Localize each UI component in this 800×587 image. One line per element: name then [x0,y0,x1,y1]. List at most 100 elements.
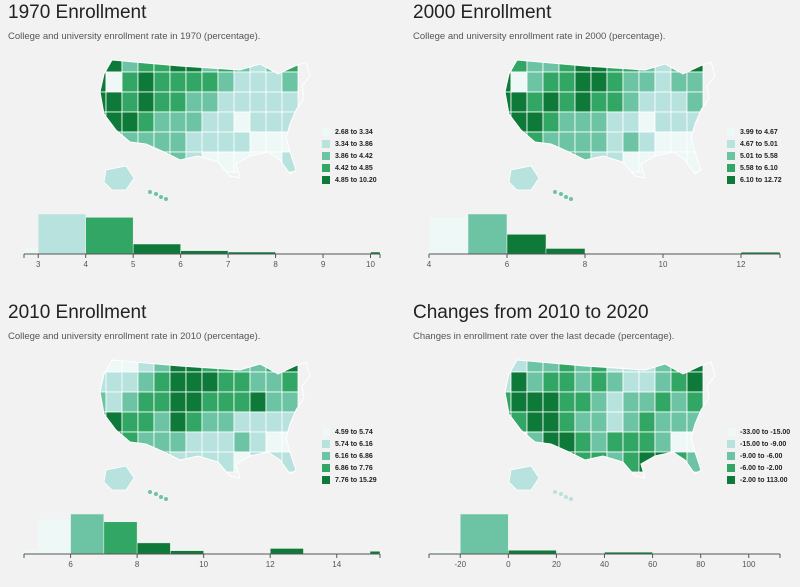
state-region[interactable] [622,131,640,153]
state-region[interactable] [654,91,672,113]
state-region[interactable] [526,91,544,113]
state-region[interactable] [574,371,592,393]
state-region[interactable] [185,451,203,473]
state-region[interactable] [654,411,672,433]
state-region[interactable] [281,391,299,413]
state-region[interactable] [542,52,560,73]
state-hawaii[interactable] [553,490,557,494]
state-region[interactable] [670,71,688,93]
state-region[interactable] [201,431,219,453]
state-region[interactable] [654,352,672,373]
us-choropleth-map[interactable] [90,52,320,202]
state-region[interactable] [526,111,544,133]
state-region[interactable] [265,391,283,413]
state-region[interactable] [686,91,704,113]
state-region[interactable] [105,131,123,153]
state-region[interactable] [265,71,283,93]
state-region[interactable] [217,151,235,173]
state-region[interactable] [233,151,251,173]
state-region[interactable] [137,91,155,113]
state-region[interactable] [495,131,512,153]
state-region[interactable] [526,371,544,393]
state-region[interactable] [281,111,299,133]
state-region[interactable] [654,371,672,393]
state-region[interactable] [495,151,512,173]
state-region[interactable] [217,411,235,433]
state-region[interactable] [686,352,704,373]
state-hawaii[interactable] [564,495,568,499]
state-region[interactable] [90,151,107,173]
state-region[interactable] [590,371,608,393]
state-region[interactable] [606,91,624,113]
state-region[interactable] [281,71,299,93]
state-region[interactable] [590,151,608,173]
state-region[interactable] [265,411,283,433]
state-hawaii[interactable] [159,195,163,199]
state-alaska[interactable] [508,465,540,491]
state-region[interactable] [526,391,544,413]
state-region[interactable] [590,391,608,413]
state-region[interactable] [574,131,592,153]
state-region[interactable] [590,431,608,453]
state-region[interactable] [590,52,608,73]
state-region[interactable] [281,411,299,433]
state-region[interactable] [105,91,123,113]
state-region[interactable] [542,151,560,173]
state-region[interactable] [542,371,560,393]
state-region[interactable] [137,352,155,373]
state-region[interactable] [686,431,704,453]
state-region[interactable] [249,411,267,433]
state-region[interactable] [169,151,187,173]
state-region[interactable] [249,391,267,413]
state-region[interactable] [510,352,528,373]
state-region[interactable] [622,451,640,473]
state-region[interactable] [201,371,219,393]
state-region[interactable] [201,52,219,73]
state-region[interactable] [590,91,608,113]
state-hawaii[interactable] [154,492,158,496]
state-region[interactable] [121,111,139,133]
state-region[interactable] [105,352,123,373]
state-region[interactable] [558,151,576,173]
state-region[interactable] [169,451,187,473]
state-region[interactable] [105,371,123,393]
state-region[interactable] [201,391,219,413]
state-region[interactable] [590,411,608,433]
state-region[interactable] [510,91,528,113]
state-region[interactable] [249,52,267,73]
state-region[interactable] [153,52,171,73]
state-region[interactable] [90,391,107,413]
state-region[interactable] [249,371,267,393]
state-hawaii[interactable] [559,192,563,196]
state-region[interactable] [90,451,107,473]
state-region[interactable] [622,151,640,173]
state-region[interactable] [217,131,235,153]
state-region[interactable] [495,111,512,133]
state-region[interactable] [265,371,283,393]
state-region[interactable] [606,391,624,413]
state-region[interactable] [185,411,203,433]
state-region[interactable] [281,352,299,373]
state-region[interactable] [185,111,203,133]
state-region[interactable] [281,52,299,73]
state-region[interactable] [169,431,187,453]
state-region[interactable] [558,111,576,133]
state-region[interactable] [574,352,592,373]
state-region[interactable] [201,71,219,93]
state-region[interactable] [510,111,528,133]
state-region[interactable] [137,151,155,173]
state-region[interactable] [185,131,203,153]
state-region[interactable] [169,91,187,113]
state-region[interactable] [169,411,187,433]
state-region[interactable] [558,91,576,113]
state-region[interactable] [105,411,123,433]
state-region[interactable] [638,91,656,113]
state-region[interactable] [590,111,608,133]
state-region[interactable] [169,111,187,133]
state-region[interactable] [590,131,608,153]
state-hawaii[interactable] [559,492,563,496]
state-region[interactable] [574,52,592,73]
state-region[interactable] [670,431,688,453]
state-region[interactable] [169,71,187,93]
state-region[interactable] [281,131,299,153]
